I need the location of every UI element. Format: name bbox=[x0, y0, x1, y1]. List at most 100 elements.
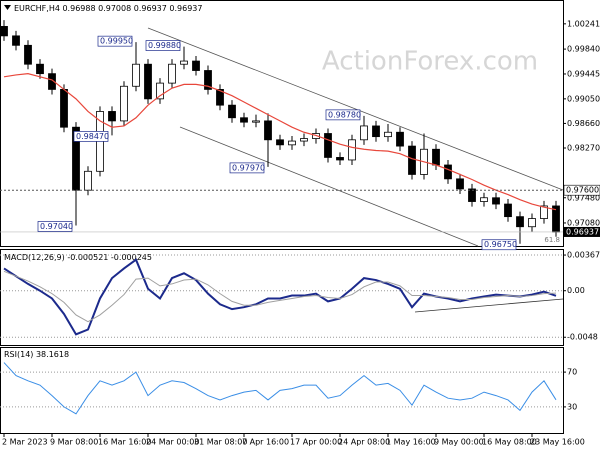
candle-body bbox=[108, 111, 116, 122]
y-tick-label: 0.98660 bbox=[567, 119, 600, 128]
y-tick-label: 0.99445 bbox=[567, 69, 600, 78]
candle-body bbox=[360, 125, 368, 141]
y-tick-label: 0.97080 bbox=[567, 218, 600, 227]
candle-body bbox=[180, 60, 188, 65]
header-low: 0.96937 bbox=[134, 4, 167, 13]
header-close: 0.96937 bbox=[169, 4, 202, 13]
candle-body bbox=[0, 26, 8, 37]
y-tick-label: 1.00241 bbox=[567, 19, 600, 28]
price-annotation: 0.99950 bbox=[100, 37, 133, 46]
candle-body bbox=[336, 157, 344, 161]
y-tick-label: 70 bbox=[567, 368, 577, 377]
x-tick-label: 9 Mar 08:00 bbox=[50, 438, 98, 447]
candle-body bbox=[288, 140, 296, 146]
price-annotation: 0.98780 bbox=[328, 110, 361, 119]
price-tag-label: 0.96937 bbox=[566, 227, 599, 236]
candle-body bbox=[408, 145, 416, 175]
x-tick-label: 24 Mar 00:00 bbox=[146, 438, 199, 447]
candle-body bbox=[384, 131, 392, 138]
candle-body bbox=[252, 120, 260, 123]
candle-body bbox=[36, 63, 44, 75]
candle-body bbox=[348, 139, 356, 161]
price-tag bbox=[564, 226, 600, 237]
indicator-line bbox=[3, 362, 557, 415]
candle-body bbox=[264, 120, 272, 141]
price-annotation-box bbox=[97, 35, 133, 47]
price-header: EURCHF,H4 0.96988 0.97008 0.96937 0.9693… bbox=[14, 4, 202, 13]
y-tick-label: 30 bbox=[567, 402, 577, 411]
header-open: 0.96988 bbox=[62, 4, 95, 13]
rsi-title: RSI(14) bbox=[4, 350, 33, 359]
rsi-last: 38.1618 bbox=[36, 350, 69, 359]
candle-body bbox=[144, 63, 152, 100]
rsi-panel-frame bbox=[0, 347, 564, 434]
price-annotation: 0.99880 bbox=[148, 41, 181, 50]
x-tick-label: 17 Apr 00:00 bbox=[290, 438, 342, 447]
price-annotation: 0.98470 bbox=[76, 132, 109, 141]
level-tag-label: 0.97600 bbox=[566, 186, 599, 195]
macd-panel-frame bbox=[0, 249, 564, 346]
indicator-line bbox=[3, 258, 557, 336]
candle-body bbox=[504, 203, 512, 218]
candle-body bbox=[12, 35, 20, 46]
x-tick-label: 16 Mar 16:00 bbox=[98, 438, 151, 447]
macd-last: -0.000521 bbox=[67, 253, 108, 262]
candle-body bbox=[216, 89, 224, 106]
price-annotation: 0.96750 bbox=[484, 240, 517, 249]
fib-label: 61.8 bbox=[544, 236, 560, 244]
candle-body bbox=[204, 70, 212, 90]
x-tick-label: 16 May 08:00 bbox=[482, 438, 537, 447]
candle-body bbox=[156, 82, 164, 100]
x-tick-label: 9 May 00:00 bbox=[434, 438, 484, 447]
indicator-line bbox=[3, 270, 557, 323]
price-annotation-box bbox=[145, 40, 181, 51]
candle-body bbox=[468, 188, 476, 202]
candle-body bbox=[456, 178, 464, 190]
candle-body bbox=[528, 218, 536, 228]
watermark: ActionForex.com bbox=[322, 47, 538, 77]
x-tick-label: 2 Mar 2023 bbox=[2, 438, 48, 447]
level-tag bbox=[563, 184, 600, 196]
candle-body bbox=[516, 216, 524, 228]
header-high: 0.97008 bbox=[98, 4, 131, 13]
candle-body bbox=[396, 131, 404, 147]
candle-body bbox=[60, 89, 68, 128]
price-annotation-box bbox=[229, 162, 265, 174]
candle-body bbox=[372, 125, 380, 138]
candle-body bbox=[324, 133, 332, 158]
candle-body bbox=[444, 164, 452, 180]
x-tick-label: 7 Apr 16:00 bbox=[242, 438, 289, 447]
price-annotation: 0.97040 bbox=[40, 222, 73, 231]
signal-last: -0.000245 bbox=[111, 253, 152, 262]
channel-lower bbox=[179, 126, 479, 247]
moving-average bbox=[3, 73, 557, 211]
candle-body bbox=[48, 73, 56, 90]
candle-body bbox=[228, 104, 236, 119]
candle-body bbox=[492, 197, 500, 205]
candle-body bbox=[132, 63, 140, 87]
x-tick-label: 1 May 16:00 bbox=[386, 438, 436, 447]
y-tick-label: 0.98270 bbox=[567, 143, 600, 152]
x-tick-label: 24 Apr 08:00 bbox=[338, 438, 390, 447]
y-tick-label: 0.97480 bbox=[567, 193, 600, 202]
y-tick-label: 0.99050 bbox=[567, 94, 600, 103]
macd-trendline bbox=[414, 298, 564, 313]
rsi-header: RSI(14) 38.1618 bbox=[4, 350, 69, 359]
candle-body bbox=[480, 197, 488, 202]
price-annotation-box bbox=[325, 109, 361, 121]
y-tick-label: -0.0048 bbox=[567, 333, 598, 342]
candle-body bbox=[120, 85, 128, 122]
price-annotation-box bbox=[73, 131, 109, 142]
x-tick-label: 31 Mar 08:00 bbox=[194, 438, 247, 447]
candle-body bbox=[432, 148, 440, 166]
candle-body bbox=[168, 63, 176, 84]
candle-body bbox=[24, 44, 32, 65]
candle-body bbox=[84, 170, 92, 191]
channel-upper bbox=[147, 27, 564, 191]
price-annotation: 0.97970 bbox=[232, 163, 265, 172]
candle-body bbox=[552, 205, 560, 233]
candle-body bbox=[192, 60, 200, 71]
y-tick-label: 0.99840 bbox=[567, 45, 600, 54]
